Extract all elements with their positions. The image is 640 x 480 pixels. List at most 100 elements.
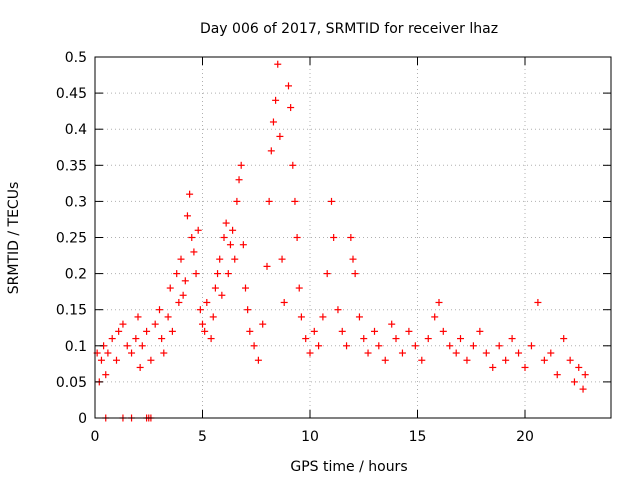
data-point (310, 327, 318, 335)
data-point (418, 356, 426, 364)
data-point (181, 277, 189, 285)
data-point (343, 342, 351, 350)
data-point (306, 349, 314, 357)
data-point (160, 349, 168, 357)
data-point (302, 335, 310, 343)
x-tick-label: 10 (301, 429, 319, 445)
data-point (280, 298, 288, 306)
y-tick-label: 0.45 (56, 86, 87, 102)
data-point (508, 335, 516, 343)
data-point (566, 356, 574, 364)
data-point (218, 291, 226, 299)
data-point (278, 255, 286, 263)
y-tick-label: 0.15 (56, 303, 87, 319)
data-point (297, 313, 305, 321)
data-point (265, 197, 273, 205)
data-point (102, 371, 110, 379)
data-point (151, 320, 159, 328)
data-point (482, 349, 490, 357)
data-point (291, 197, 299, 205)
grid (95, 57, 611, 418)
data-point (166, 284, 174, 292)
y-tick-label: 0.2 (65, 267, 87, 283)
data-point (330, 234, 338, 241)
data-point (175, 298, 183, 306)
data-point (534, 298, 542, 306)
data-point (113, 356, 120, 364)
x-tick-label: 20 (516, 429, 534, 445)
data-point (381, 356, 389, 364)
data-point (375, 342, 383, 350)
data-point (274, 60, 282, 68)
data-point (254, 356, 262, 364)
data-point (411, 342, 419, 350)
data-point (207, 335, 215, 343)
data-point (244, 306, 252, 314)
data-point (323, 270, 331, 278)
data-point (173, 270, 181, 278)
data-point (214, 270, 222, 278)
data-point (338, 327, 346, 335)
data-point (203, 298, 211, 306)
y-tick-label: 0.4 (65, 122, 87, 138)
data-point (97, 356, 105, 364)
data-point (502, 356, 510, 364)
data-point (581, 371, 589, 379)
data-point (242, 284, 249, 292)
y-tick-label: 0.5 (65, 50, 87, 66)
y-tick-label: 0.35 (56, 158, 87, 174)
data-point (183, 212, 191, 220)
y-tick-label: 0.1 (65, 339, 87, 355)
x-axis-label: GPS time / hours (290, 459, 407, 475)
data-point (360, 335, 368, 343)
data-point (104, 349, 112, 357)
x-tick-label: 15 (409, 429, 427, 445)
data-point (579, 385, 587, 393)
data-point (364, 349, 372, 357)
data-point (231, 255, 239, 263)
data-point (495, 342, 503, 350)
data-point (224, 270, 232, 278)
data-point (334, 306, 342, 314)
data-point (272, 96, 280, 104)
data-point (285, 82, 292, 90)
data-point (246, 327, 254, 335)
data-point (315, 342, 323, 350)
data-point (293, 234, 301, 241)
data-point (192, 270, 200, 278)
axis-ticks: 0 0.05 0.1 0.15 0.2 0.25 0.3 0.35 0.4 0.45 0.5 0 5 10… (56, 50, 611, 445)
data-point (134, 313, 142, 321)
data-point (235, 176, 243, 184)
data-point (128, 349, 136, 357)
data-point (424, 335, 432, 343)
chart-title: Day 006 of 2017, SRMTID for receiver lha… (200, 21, 498, 37)
x-tick-label: 5 (198, 429, 207, 445)
data-point (547, 349, 555, 357)
data-point (476, 327, 484, 335)
data-point (222, 219, 230, 227)
data-point (515, 349, 523, 357)
data-point (237, 161, 245, 169)
data-point (540, 356, 548, 364)
data-point (347, 234, 355, 241)
data-point (211, 284, 219, 292)
y-tick-label: 0.05 (56, 375, 87, 391)
data-point (201, 327, 209, 335)
data-point (269, 118, 277, 126)
y-axis-label: SRMTID / TECUs (6, 182, 22, 295)
data-point (164, 313, 172, 321)
data-point (196, 306, 204, 314)
data-point (132, 335, 140, 343)
data-point (156, 306, 163, 314)
data-point (108, 335, 116, 343)
data-point (267, 147, 275, 155)
data-point (553, 371, 561, 379)
data-point (446, 342, 454, 350)
data-point (143, 327, 151, 335)
data-point (289, 161, 297, 169)
data-point (276, 132, 284, 140)
data-point (349, 255, 357, 263)
data-point (469, 342, 477, 350)
data-point (229, 226, 237, 234)
data-point (405, 327, 413, 335)
